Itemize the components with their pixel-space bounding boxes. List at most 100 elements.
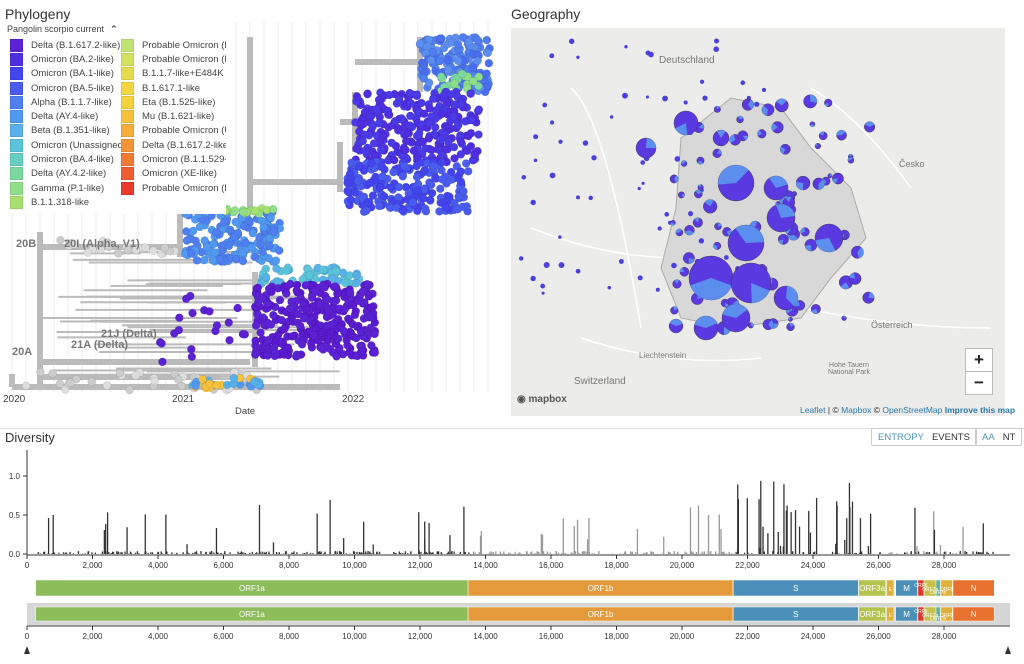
legend-item[interactable]: Gamma (P.1-like) xyxy=(10,181,126,195)
map-point[interactable] xyxy=(530,275,536,282)
tip[interactable] xyxy=(343,179,353,188)
tip[interactable] xyxy=(389,167,398,177)
tip[interactable] xyxy=(346,288,355,298)
tip[interactable] xyxy=(231,217,240,227)
tip[interactable] xyxy=(425,104,434,113)
legend-item[interactable]: B.1.617.1-like xyxy=(121,81,226,95)
legend-item[interactable]: Delta (B.1.617.2-like) xyxy=(10,38,126,52)
map-point[interactable] xyxy=(618,259,624,264)
gene-orf3a[interactable] xyxy=(858,579,886,597)
tip[interactable] xyxy=(352,144,361,153)
zoom-out-button[interactable]: − xyxy=(965,371,993,395)
legend-item[interactable]: Delta (AY.4.2-like) xyxy=(10,167,126,181)
tip[interactable] xyxy=(428,94,438,104)
tip[interactable] xyxy=(401,136,411,146)
tip[interactable] xyxy=(248,228,258,238)
legend-item[interactable]: Mu (B.1.621-like) xyxy=(121,109,226,124)
map-point[interactable] xyxy=(568,38,575,44)
tip[interactable] xyxy=(354,321,363,331)
gene-e[interactable] xyxy=(886,606,895,622)
events-button[interactable]: EVENTS xyxy=(931,431,970,443)
tip[interactable] xyxy=(405,121,415,130)
tip[interactable] xyxy=(427,145,436,155)
map-point[interactable] xyxy=(683,100,688,105)
tip[interactable] xyxy=(269,310,278,320)
brush-handle-right[interactable] xyxy=(1005,646,1011,654)
map-point[interactable] xyxy=(558,262,565,268)
tip[interactable] xyxy=(345,348,354,357)
tip[interactable] xyxy=(276,337,286,346)
tip[interactable] xyxy=(384,110,394,120)
tip[interactable] xyxy=(366,323,375,332)
tip[interactable] xyxy=(397,114,406,123)
legend-item[interactable]: Omicron (BA.5-like) xyxy=(10,81,126,95)
tip[interactable] xyxy=(419,61,429,70)
tip[interactable] xyxy=(394,182,404,192)
tip[interactable] xyxy=(366,303,376,312)
legend-item[interactable]: Probable Omicron (U xyxy=(121,124,226,138)
legend-item[interactable]: B.1.1.7-like+E484K xyxy=(121,67,226,81)
map-point[interactable] xyxy=(640,160,646,165)
tip[interactable] xyxy=(177,381,186,391)
tip[interactable] xyxy=(277,315,286,325)
tip[interactable] xyxy=(188,226,198,236)
tip[interactable] xyxy=(333,314,343,324)
map-point[interactable] xyxy=(637,186,641,191)
tip[interactable] xyxy=(102,381,112,390)
tip[interactable] xyxy=(392,99,402,108)
tip[interactable] xyxy=(114,249,123,258)
tip[interactable] xyxy=(364,292,374,301)
tip[interactable] xyxy=(426,55,436,65)
tip[interactable] xyxy=(198,374,207,384)
tip[interactable] xyxy=(412,172,422,182)
tip[interactable] xyxy=(87,377,96,387)
legend-header[interactable]: Pangolin scorpio current ⌃ xyxy=(4,22,226,38)
zoom-in-button[interactable]: + xyxy=(965,348,993,372)
tip[interactable] xyxy=(368,191,378,200)
map-point[interactable] xyxy=(549,120,555,125)
tip[interactable] xyxy=(225,225,235,235)
map-point[interactable] xyxy=(714,38,720,44)
tip[interactable] xyxy=(420,165,430,175)
tip[interactable] xyxy=(318,265,328,275)
map-point[interactable] xyxy=(521,175,527,180)
tip[interactable] xyxy=(225,335,234,345)
tip[interactable] xyxy=(195,222,205,232)
tip[interactable] xyxy=(366,312,375,322)
tip[interactable] xyxy=(466,89,475,98)
tip[interactable] xyxy=(393,126,403,135)
tip[interactable] xyxy=(326,329,335,339)
tip[interactable] xyxy=(257,216,266,226)
tip[interactable] xyxy=(446,90,456,99)
tip[interactable] xyxy=(444,138,453,147)
tip[interactable] xyxy=(401,145,410,155)
gene-s[interactable] xyxy=(732,579,859,597)
tip[interactable] xyxy=(450,154,459,163)
tip[interactable] xyxy=(302,304,311,314)
tip[interactable] xyxy=(261,273,271,282)
tip[interactable] xyxy=(370,348,380,357)
map-point[interactable] xyxy=(543,262,550,268)
tip[interactable] xyxy=(202,242,212,252)
map-point[interactable] xyxy=(723,255,729,260)
tip[interactable] xyxy=(474,105,484,114)
tip[interactable] xyxy=(331,266,341,276)
tip[interactable] xyxy=(269,227,279,236)
tip[interactable] xyxy=(279,284,289,293)
tip[interactable] xyxy=(141,243,150,252)
tip[interactable] xyxy=(437,150,446,160)
tip[interactable] xyxy=(378,172,387,181)
tip[interactable] xyxy=(363,89,372,99)
tip[interactable] xyxy=(271,348,280,358)
tip[interactable] xyxy=(215,254,224,264)
tip[interactable] xyxy=(473,56,482,66)
map-point[interactable] xyxy=(541,291,545,295)
tip[interactable] xyxy=(453,56,463,66)
tip[interactable] xyxy=(418,137,428,146)
map-point[interactable] xyxy=(754,101,760,107)
map-point[interactable] xyxy=(576,55,580,59)
tip[interactable] xyxy=(264,335,273,345)
tip[interactable] xyxy=(453,205,462,214)
tip[interactable] xyxy=(398,172,408,181)
tip[interactable] xyxy=(305,271,314,280)
